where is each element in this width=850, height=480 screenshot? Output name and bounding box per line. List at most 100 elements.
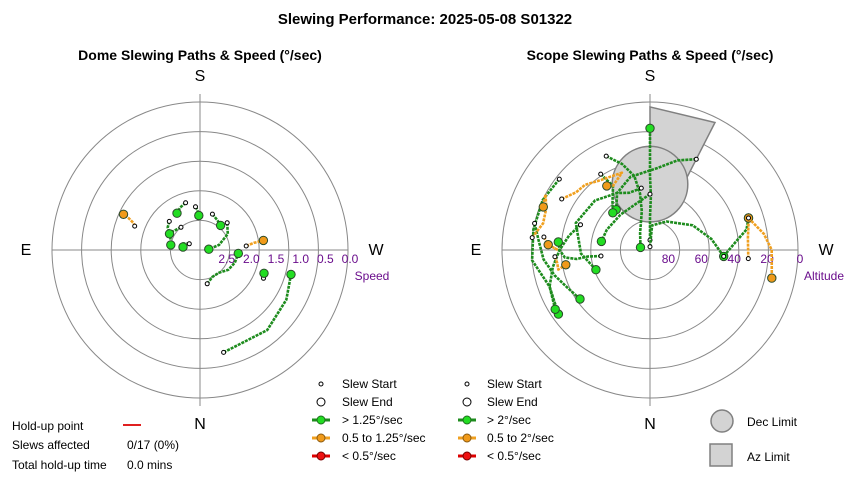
holdup-time-label: Total hold-up time xyxy=(12,458,107,472)
slew-end-marker xyxy=(258,235,269,246)
slew-end-marker xyxy=(596,236,607,247)
slew-end-marker xyxy=(553,237,563,247)
slew-end-marker xyxy=(118,209,129,220)
slew-start-marker xyxy=(209,211,215,217)
scope-legend-start: Slew Start xyxy=(487,377,542,391)
slew-start-marker xyxy=(638,185,644,191)
scope-panel: Scope Slewing Paths & Speed (°/sec) S N … xyxy=(471,47,845,433)
scope-legend: Slew Start Slew End > 2°/sec 0.5 to 2°/s… xyxy=(458,377,554,463)
slew-start-marker xyxy=(647,244,653,250)
dome-slews xyxy=(118,200,296,355)
holdup-point-label: Hold-up point xyxy=(12,419,84,433)
legend-end-marker xyxy=(316,397,326,407)
dome-dir-top: S xyxy=(195,68,206,85)
slew-path-fast xyxy=(722,217,750,258)
slew-end-marker xyxy=(608,208,618,218)
scope-title: Scope Slewing Paths & Speed (°/sec) xyxy=(527,47,774,63)
radial-tick-label: 0.5 xyxy=(317,252,334,266)
limits-legend: Dec Limit Az Limit xyxy=(709,409,798,467)
slew-path-medium xyxy=(561,171,624,201)
slew-path-fast xyxy=(600,193,651,242)
dome-legend-start: Slew Start xyxy=(342,377,397,391)
slew-start-marker xyxy=(243,243,249,249)
scope-legend-medium: 0.5 to 2°/sec xyxy=(487,431,554,445)
slew-end-marker xyxy=(259,268,269,278)
dome-legend: Slew Start Slew End > 1.25°/sec 0.5 to 1… xyxy=(312,377,426,463)
slew-start-marker xyxy=(186,241,192,247)
slew-path-fast xyxy=(206,252,240,285)
slew-end-marker xyxy=(194,210,204,221)
radial-tick-label: 1.5 xyxy=(268,252,285,266)
slews-affected-label: Slews affected xyxy=(12,438,90,452)
radial-tick-label: 1.0 xyxy=(292,252,309,266)
dome-dir-right: W xyxy=(368,242,384,259)
slew-end-marker xyxy=(561,260,571,270)
figure-title: Slewing Performance: 2025-05-08 S01322 xyxy=(278,11,572,28)
scope-radial-label: Altitude xyxy=(804,269,844,283)
slew-path-medium xyxy=(531,193,548,239)
slew-path-fast xyxy=(533,223,581,300)
legend-slow-marker xyxy=(316,451,326,461)
slew-end-marker xyxy=(215,220,226,231)
slew-path-fast xyxy=(557,241,602,261)
slew-end-marker xyxy=(164,229,175,239)
slew-start-marker xyxy=(578,222,583,228)
legend-medium-marker xyxy=(316,433,326,443)
slew-end-marker xyxy=(602,181,612,191)
slew-start-marker xyxy=(132,223,138,229)
slew-start-marker xyxy=(532,220,538,226)
legend-slow-marker xyxy=(462,451,472,461)
slew-path-fast xyxy=(211,213,222,227)
slew-end-marker xyxy=(172,208,182,218)
scope-dir-left: E xyxy=(471,242,482,259)
slew-start-marker xyxy=(166,218,172,224)
dec-limit-label: Dec Limit xyxy=(747,415,798,429)
legend-fast-marker xyxy=(316,415,326,425)
slew-start-marker xyxy=(647,191,653,197)
slew-start-marker xyxy=(559,196,565,202)
legend-end-marker xyxy=(462,397,472,407)
slew-end-marker xyxy=(286,269,296,280)
slew-start-marker xyxy=(598,171,604,177)
dome-dir-bottom: N xyxy=(194,416,206,433)
slew-path-fast xyxy=(605,154,644,248)
radial-tick-label: 2.5 xyxy=(218,252,235,266)
scope-slews xyxy=(529,123,777,319)
slew-path-fast xyxy=(223,274,293,354)
slew-start-marker xyxy=(598,253,604,259)
slew-path-fast xyxy=(574,186,642,271)
legend-fast-marker xyxy=(462,415,472,425)
scope-dir-right: W xyxy=(818,242,834,259)
radial-tick-label: 0.0 xyxy=(342,252,359,266)
dome-legend-slow: < 0.5°/sec xyxy=(342,449,396,463)
dome-title: Dome Slewing Paths & Speed (°/sec) xyxy=(78,47,322,63)
legend-start-marker xyxy=(464,381,470,387)
slew-path-medium xyxy=(747,217,774,279)
scope-legend-fast: > 2°/sec xyxy=(487,413,531,427)
radial-tick-label: 60 xyxy=(695,252,709,266)
dome-tick-labels: 2.5 2.0 1.5 1.0 0.5 0.0 xyxy=(218,252,358,266)
slew-start-marker xyxy=(221,349,227,355)
dome-legend-medium: 0.5 to 1.25°/sec xyxy=(342,431,426,445)
slew-end-marker xyxy=(591,265,601,275)
holdup-info: Hold-up point Slews affected 0/17 (0%) T… xyxy=(12,419,179,472)
slew-end-marker xyxy=(538,202,548,212)
dome-polar-grid xyxy=(51,94,349,406)
slew-end-marker xyxy=(178,242,188,252)
slew-path-medium xyxy=(746,218,750,259)
slew-end-marker xyxy=(204,244,214,254)
slew-end-marker xyxy=(550,304,560,314)
scope-legend-slow: < 0.5°/sec xyxy=(487,449,541,463)
radial-tick-label: 2.0 xyxy=(243,252,260,266)
dome-legend-end: Slew End xyxy=(342,395,393,409)
dome-legend-fast: > 1.25°/sec xyxy=(342,413,403,427)
slew-start-marker xyxy=(541,234,547,240)
legend-medium-marker xyxy=(462,433,472,443)
dome-radial-label: Speed xyxy=(355,269,390,283)
scope-dir-top: S xyxy=(645,68,656,85)
dome-dir-left: E xyxy=(21,242,32,259)
slew-start-marker xyxy=(693,156,699,162)
az-limit-label: Az Limit xyxy=(747,450,790,464)
slew-start-marker xyxy=(183,200,189,206)
slew-path-fast xyxy=(614,157,697,210)
